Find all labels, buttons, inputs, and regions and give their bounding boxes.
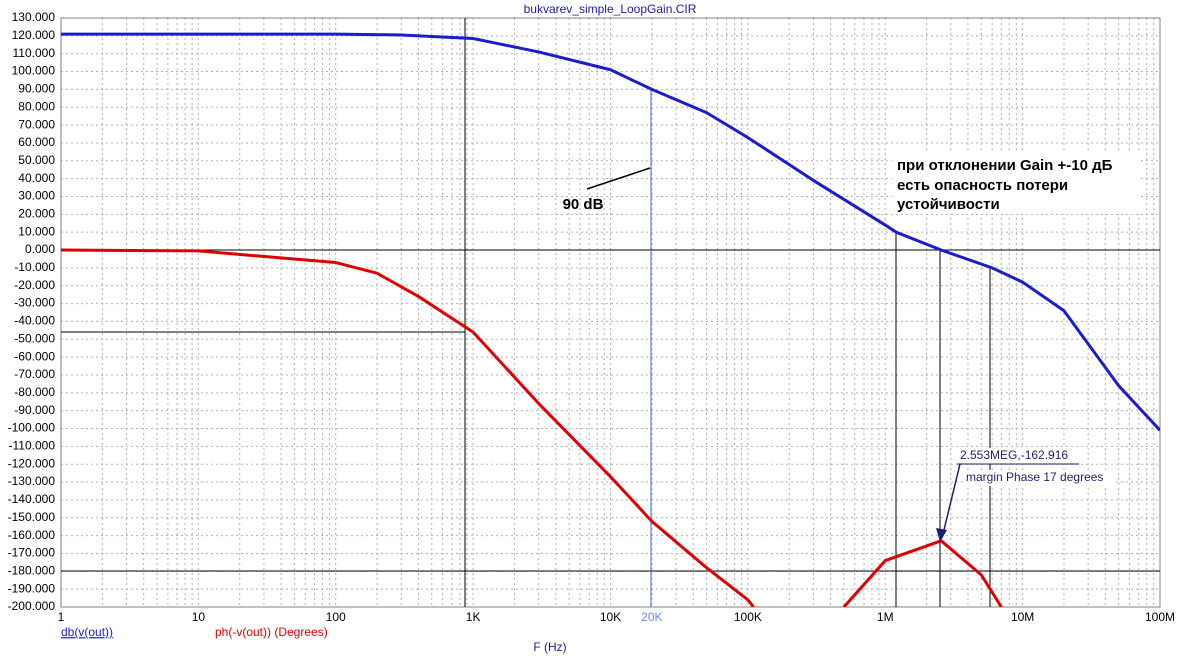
- y-tick-label: -130.000: [8, 474, 56, 488]
- y-tick-label: -100.000: [8, 421, 56, 435]
- y-tick-label: -200.000: [8, 599, 56, 613]
- y-tick-label: 0.000: [25, 242, 55, 256]
- y-tick-label: -140.000: [8, 492, 56, 506]
- note-line: при отклонении Gain +-10 дБ: [897, 157, 1113, 174]
- series-line: [61, 32, 1160, 432]
- y-tick-label: -150.000: [8, 510, 56, 524]
- y-tick-label: 130.000: [12, 10, 56, 24]
- x-axis-label: F (Hz): [533, 640, 566, 654]
- y-tick-label: -110.000: [9, 439, 56, 453]
- note-line: есть опасность потери: [897, 177, 1068, 194]
- y-tick-label: -190.000: [8, 581, 56, 595]
- x-tick-label: 100M: [1145, 610, 1175, 624]
- y-tick-label: -50.000: [14, 331, 55, 345]
- y-tick-label: 110.000: [13, 46, 56, 60]
- y-tick-label: -20.000: [14, 278, 55, 292]
- legend-label: ph(-v(out)) (Degrees): [215, 625, 328, 639]
- y-tick-label: -30.000: [14, 296, 55, 310]
- x-tick-label: 100K: [734, 610, 762, 624]
- y-tick-label: -170.000: [8, 546, 56, 560]
- y-tick-label: -40.000: [14, 314, 55, 328]
- y-tick-label: 80.000: [18, 99, 55, 113]
- arrow-head: [936, 528, 947, 542]
- annotation-line: [586, 167, 651, 190]
- x-tick-label: 10K: [600, 610, 621, 624]
- cursor-tick-label: 20K: [641, 610, 662, 624]
- annotation-arrow: [941, 463, 961, 539]
- note-line: устойчивости: [897, 196, 1000, 213]
- margin-box: [963, 470, 1115, 486]
- y-tick-label: 20.000: [18, 207, 55, 221]
- y-tick-label: 100.000: [12, 64, 56, 78]
- cursor-label: 2.553MEG,-162.916: [960, 448, 1068, 462]
- y-tick-label: -10.000: [14, 260, 55, 274]
- margin-label: margin Phase 17 degrees: [966, 470, 1103, 484]
- x-tick-label: 1: [58, 610, 65, 624]
- y-tick-label: -160.000: [8, 528, 56, 542]
- y-tick-label: 10.000: [18, 224, 55, 238]
- series-line: [61, 248, 1003, 607]
- y-tick-label: 120.000: [12, 28, 56, 42]
- gain-label: 90 dB: [563, 196, 604, 213]
- y-tick-label: 40.000: [18, 171, 55, 185]
- x-tick-label: 1K: [466, 610, 481, 624]
- y-tick-label: -120.000: [8, 456, 56, 470]
- y-tick-label: 90.000: [18, 82, 55, 96]
- y-tick-label: -70.000: [14, 367, 55, 381]
- x-tick-label: 1M: [877, 610, 894, 624]
- y-tick-label: -60.000: [14, 349, 55, 363]
- y-tick-label: -90.000: [14, 403, 55, 417]
- x-tick-label: 100: [326, 610, 346, 624]
- x-tick-label: 10: [192, 610, 206, 624]
- y-tick-label: 30.000: [18, 189, 55, 203]
- legend-label: db(v(out)): [61, 625, 113, 639]
- y-tick-label: 70.000: [18, 117, 55, 131]
- y-tick-label: -80.000: [14, 385, 55, 399]
- plot-frame: [60, 17, 1161, 608]
- y-tick-label: 60.000: [18, 135, 55, 149]
- note-box: [892, 152, 1140, 214]
- chart-title: bukvarev_simple_LoopGain.CIR: [524, 2, 697, 16]
- x-tick-label: 10M: [1011, 610, 1034, 624]
- cursor-label-box: [957, 448, 1079, 464]
- y-tick-label: 50.000: [18, 153, 55, 167]
- y-tick-label: -180.000: [8, 563, 56, 577]
